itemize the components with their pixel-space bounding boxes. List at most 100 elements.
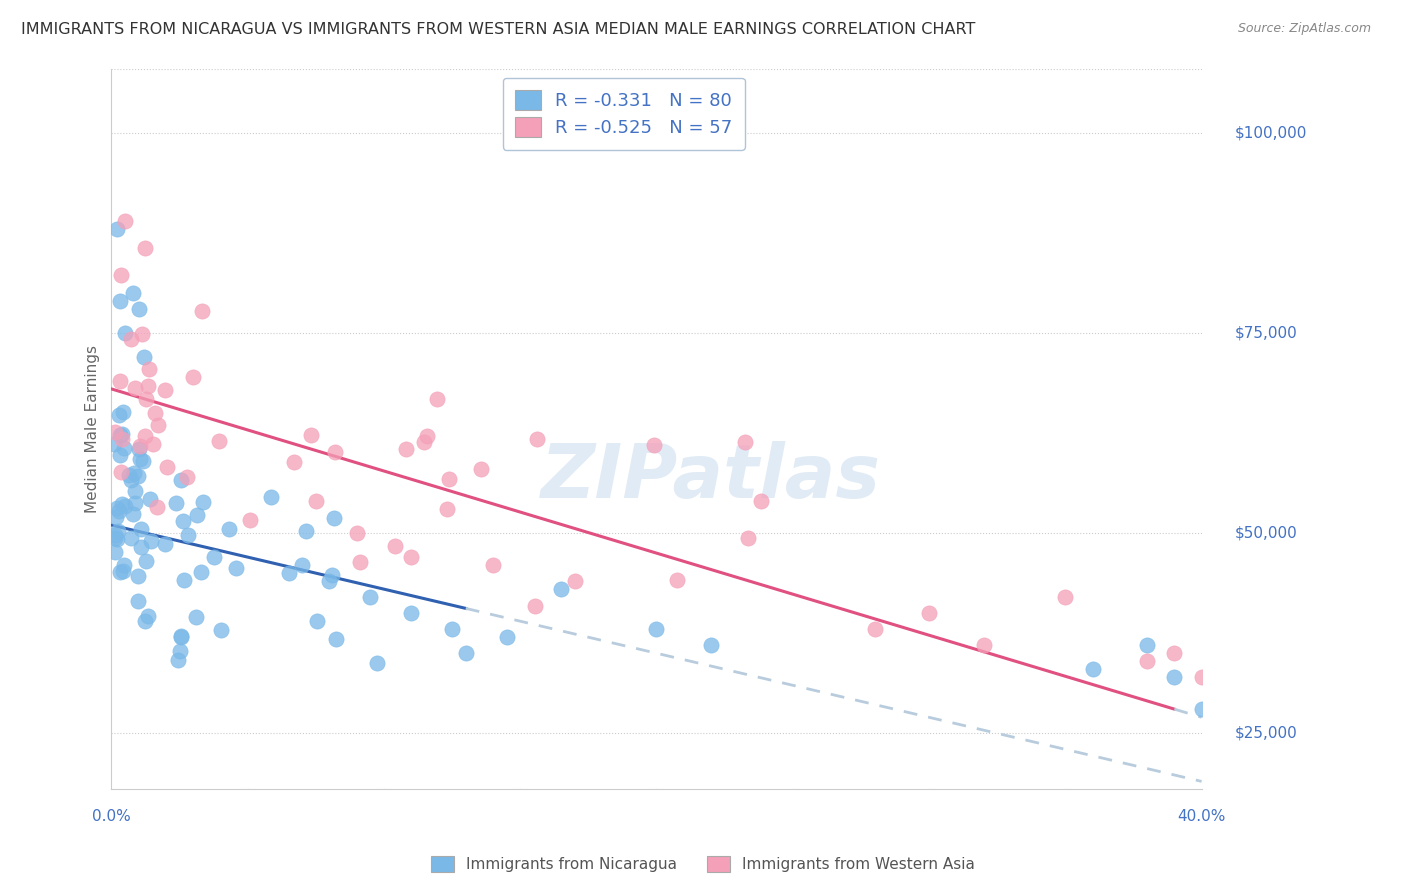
Point (127, 594, 149, 608)
Point (112, 441, 135, 455)
Point (108, 293, 131, 308)
Point (127, 569, 149, 583)
Point (973, 638, 995, 652)
Point (108, 448, 131, 462)
Point (191, 495, 214, 509)
Point (172, 514, 194, 528)
Point (153, 383, 176, 397)
Point (1081, 662, 1104, 676)
Point (124, 381, 146, 395)
Point (202, 550, 225, 565)
Point (134, 429, 156, 443)
Point (136, 608, 159, 623)
Point (470, 462, 492, 476)
Point (1054, 590, 1077, 604)
Point (104, 528, 127, 542)
Point (128, 439, 150, 453)
Point (103, 437, 125, 451)
Point (384, 539, 406, 553)
Point (523, 599, 546, 614)
Point (1191, 670, 1213, 684)
Point (111, 427, 134, 442)
Point (1136, 638, 1159, 652)
Point (108, 565, 131, 579)
Point (114, 326, 136, 340)
Point (318, 574, 340, 589)
Point (283, 455, 305, 469)
Point (169, 643, 191, 657)
Point (208, 434, 231, 449)
Point (139, 533, 162, 548)
Point (120, 332, 142, 346)
Legend: Immigrants from Nicaragua, Immigrants from Western Asia: Immigrants from Nicaragua, Immigrants fr… (423, 848, 983, 880)
Point (176, 470, 198, 484)
Point (225, 561, 247, 575)
Point (323, 445, 346, 459)
Point (111, 564, 134, 578)
Text: Source: ZipAtlas.com: Source: ZipAtlas.com (1237, 22, 1371, 36)
Point (108, 504, 131, 518)
Point (321, 568, 343, 582)
Point (399, 550, 422, 565)
Point (191, 304, 214, 318)
Point (349, 555, 371, 569)
Point (190, 565, 212, 579)
Point (305, 494, 328, 508)
Point (495, 630, 517, 644)
Point (165, 496, 187, 510)
Point (105, 510, 128, 524)
Point (138, 362, 160, 376)
Point (734, 434, 756, 449)
Point (111, 432, 134, 446)
Text: $50,000: $50,000 (1234, 525, 1296, 541)
Point (564, 574, 586, 589)
Point (359, 590, 381, 604)
Point (181, 369, 204, 384)
Point (105, 533, 128, 547)
Point (124, 495, 146, 509)
Point (128, 301, 150, 316)
Point (454, 646, 477, 660)
Point (129, 451, 152, 466)
Point (1191, 702, 1213, 716)
Point (482, 558, 505, 573)
Point (700, 638, 723, 652)
Point (173, 574, 195, 588)
Y-axis label: Median Male Earnings: Median Male Earnings (86, 345, 100, 513)
Point (526, 432, 548, 446)
Point (139, 492, 162, 507)
Point (107, 524, 129, 538)
Point (439, 472, 461, 486)
Point (665, 573, 688, 587)
Point (177, 527, 200, 541)
Point (169, 629, 191, 643)
Legend: R = -0.331   N = 80, R = -0.525   N = 57: R = -0.331 N = 80, R = -0.525 N = 57 (503, 78, 745, 150)
Point (209, 623, 232, 637)
Point (550, 582, 572, 596)
Point (366, 657, 388, 671)
Point (863, 622, 886, 636)
Point (325, 632, 347, 647)
Point (134, 241, 156, 255)
Point (145, 500, 167, 515)
Point (110, 465, 132, 479)
Point (399, 606, 422, 620)
Point (155, 459, 177, 474)
Point (105, 221, 128, 235)
Point (153, 537, 176, 551)
Point (120, 473, 142, 487)
Point (1163, 646, 1185, 660)
Point (135, 392, 157, 406)
Text: 0.0%: 0.0% (91, 809, 131, 824)
Point (395, 442, 418, 457)
Point (135, 553, 157, 567)
Point (112, 558, 135, 573)
Point (299, 427, 322, 442)
Point (749, 494, 772, 508)
Point (142, 437, 165, 451)
Point (260, 491, 283, 505)
Point (104, 425, 127, 439)
Text: 40.0%: 40.0% (1177, 809, 1226, 824)
Text: IMMIGRANTS FROM NICARAGUA VS IMMIGRANTS FROM WESTERN ASIA MEDIAN MALE EARNINGS C: IMMIGRANTS FROM NICARAGUA VS IMMIGRANTS … (21, 22, 976, 37)
Point (166, 653, 188, 667)
